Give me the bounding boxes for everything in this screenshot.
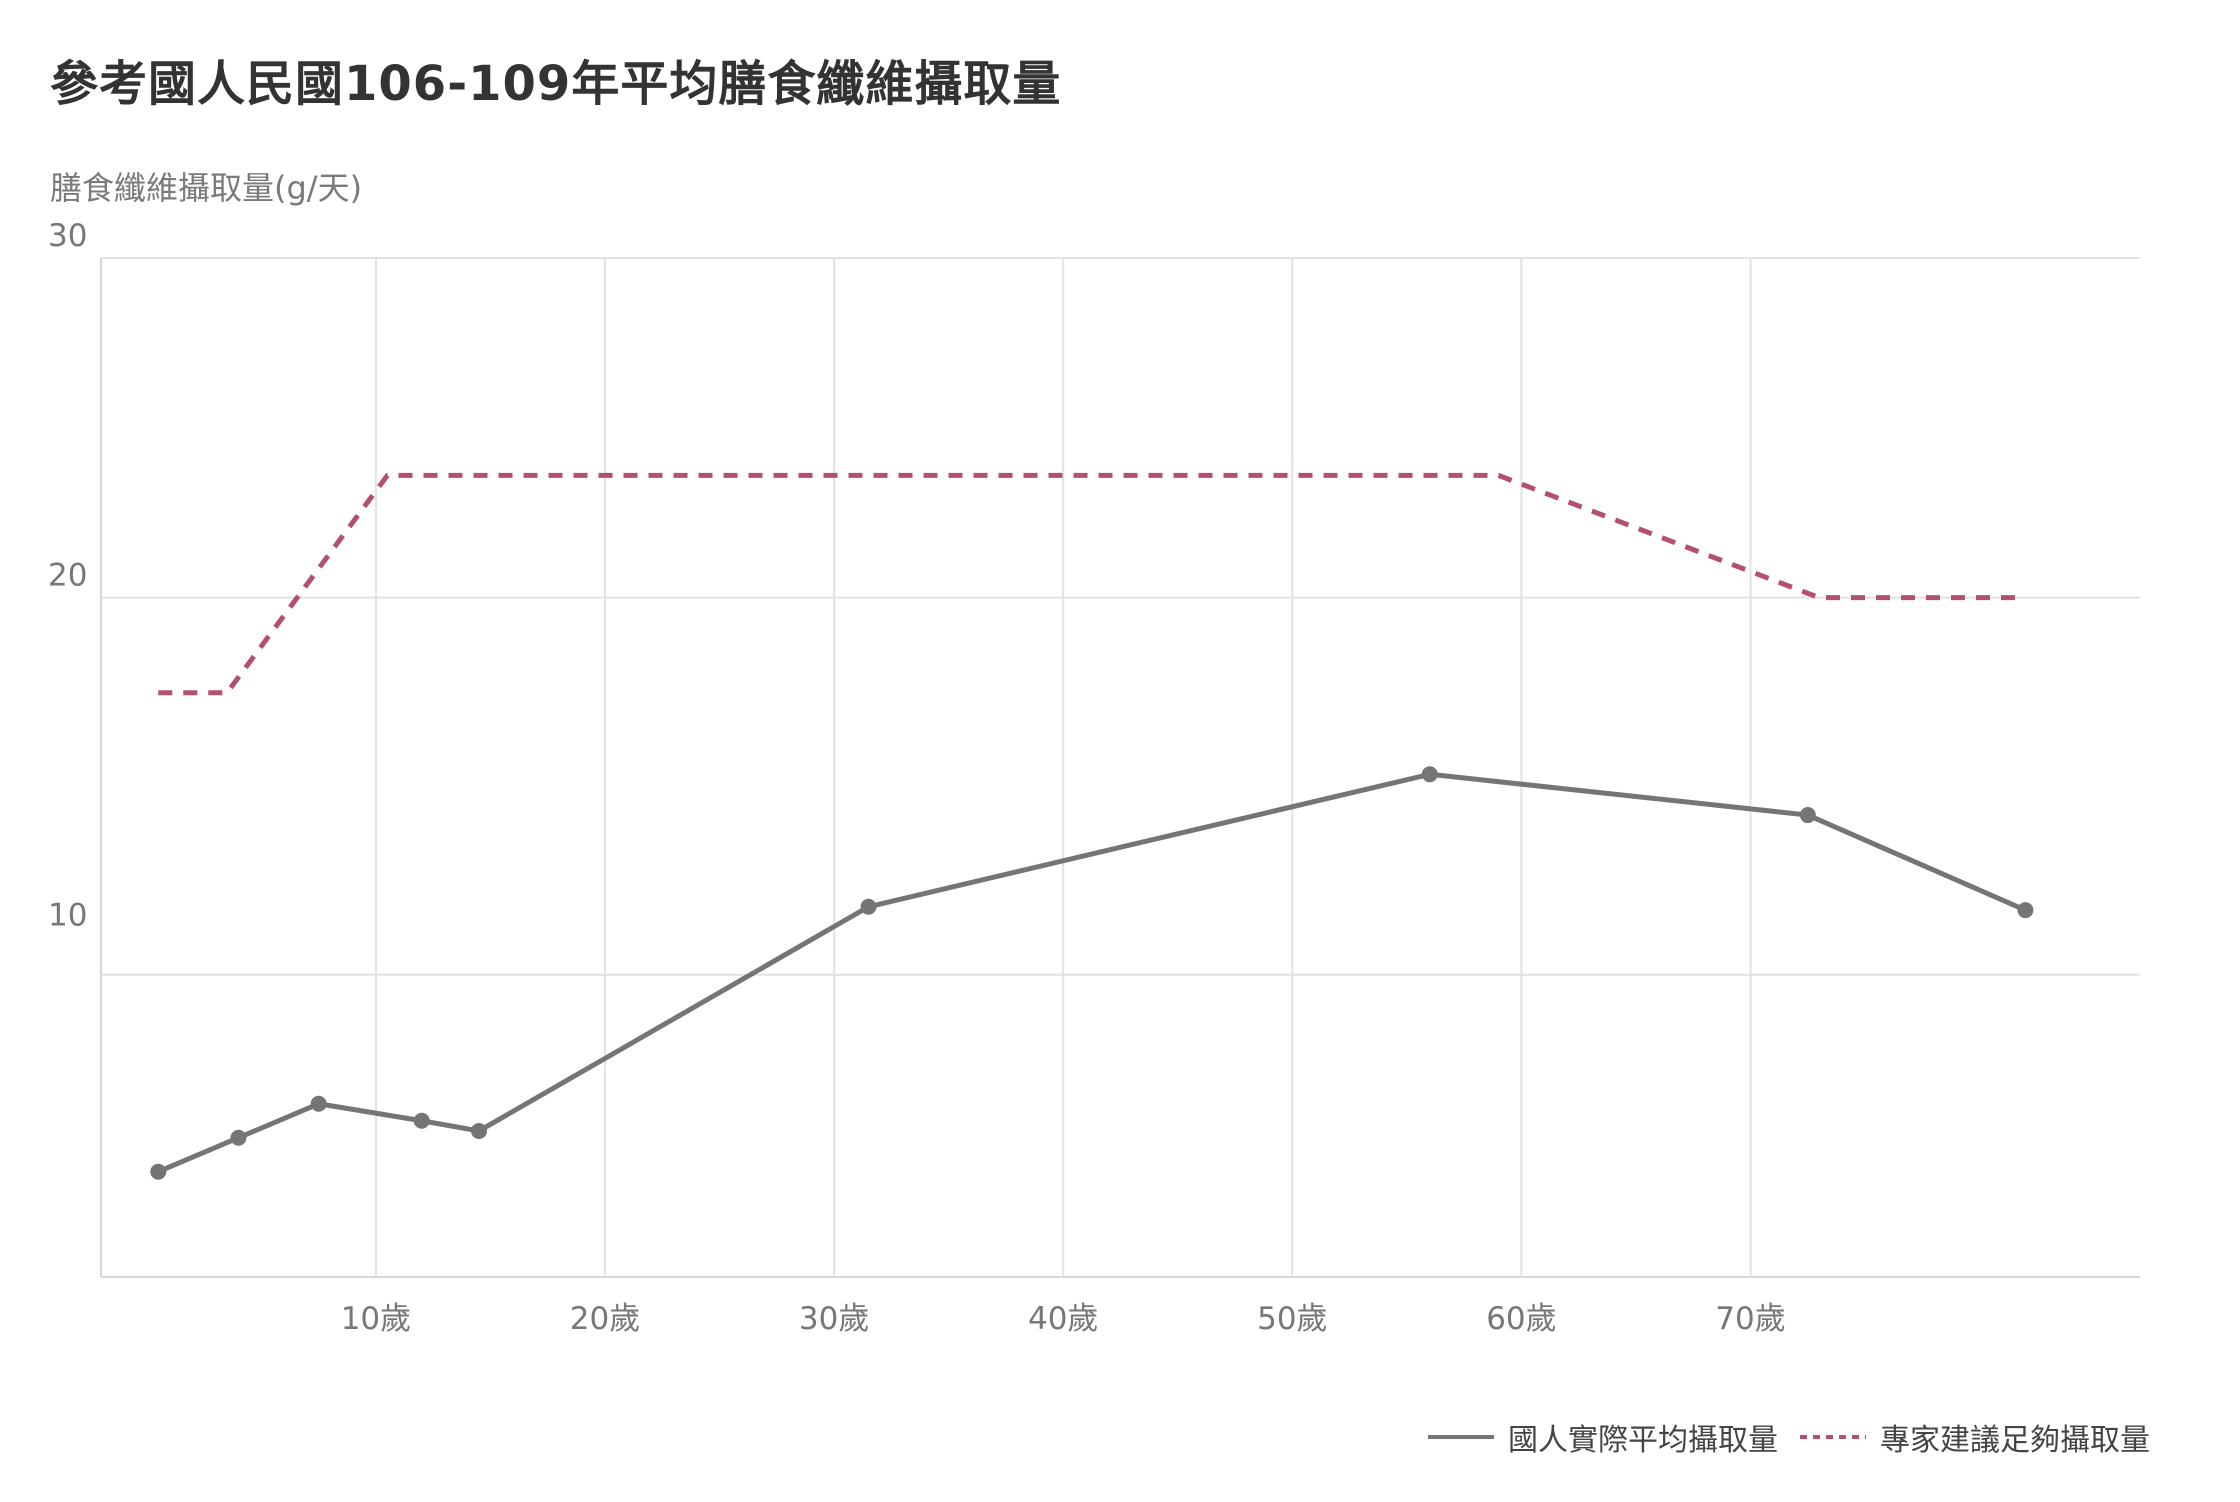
actual-intake-point: [310, 1095, 327, 1112]
actual-intake-point: [2017, 902, 2034, 919]
x-tick-label: 40歲: [1028, 1301, 1098, 1337]
x-tick-label: 10歲: [341, 1301, 411, 1337]
y-tick-label: 30: [48, 218, 87, 254]
legend: 國人實際平均攝取量 專家建議足夠攝取量: [1406, 1415, 2150, 1459]
legend-label-actual: 國人實際平均攝取量: [1508, 1423, 1778, 1458]
actual-intake-point: [471, 1122, 488, 1139]
grid-layer: [100, 257, 2140, 1278]
tick-label-layer: 30 20 10 10歲 20歲 30歲 40歲 50歲 60歲 70歲: [48, 218, 1786, 1337]
x-tick-label: 70歲: [1715, 1301, 1785, 1337]
x-tick-label: 30歲: [799, 1301, 869, 1337]
y-tick-label: 10: [48, 897, 87, 933]
x-tick-label: 50歲: [1257, 1301, 1327, 1337]
actual-intake-line: [155, 771, 2028, 1175]
series-layer: [150, 472, 2034, 1180]
actual-intake-point: [150, 1163, 167, 1180]
dashed-line-swatch-icon: [1800, 1435, 1866, 1439]
y-tick-label: 20: [48, 558, 87, 594]
legend-item-actual[interactable]: 國人實際平均攝取量: [1426, 1415, 1778, 1459]
y-axis-unit-label: 膳食纖維攝取量(g/天): [50, 169, 363, 207]
legend-label-recommended: 專家建議足夠攝取量: [1880, 1423, 2150, 1458]
actual-intake-point: [230, 1129, 247, 1146]
legend-item-recommended[interactable]: 專家建議足夠攝取量: [1798, 1415, 2150, 1459]
chart-title: 參考國人民國106-109年平均膳食纖維攝取量: [50, 56, 1062, 112]
x-tick-label: 20歲: [570, 1301, 640, 1337]
solid-line-swatch-icon: [1428, 1435, 1494, 1439]
x-tick-label: 60歲: [1486, 1301, 1556, 1337]
actual-intake-point: [1421, 766, 1438, 783]
actual-intake-point: [1799, 807, 1816, 824]
recommended-intake-line: [158, 472, 2026, 696]
actual-intake-point: [860, 898, 877, 915]
actual-intake-point: [413, 1112, 430, 1129]
